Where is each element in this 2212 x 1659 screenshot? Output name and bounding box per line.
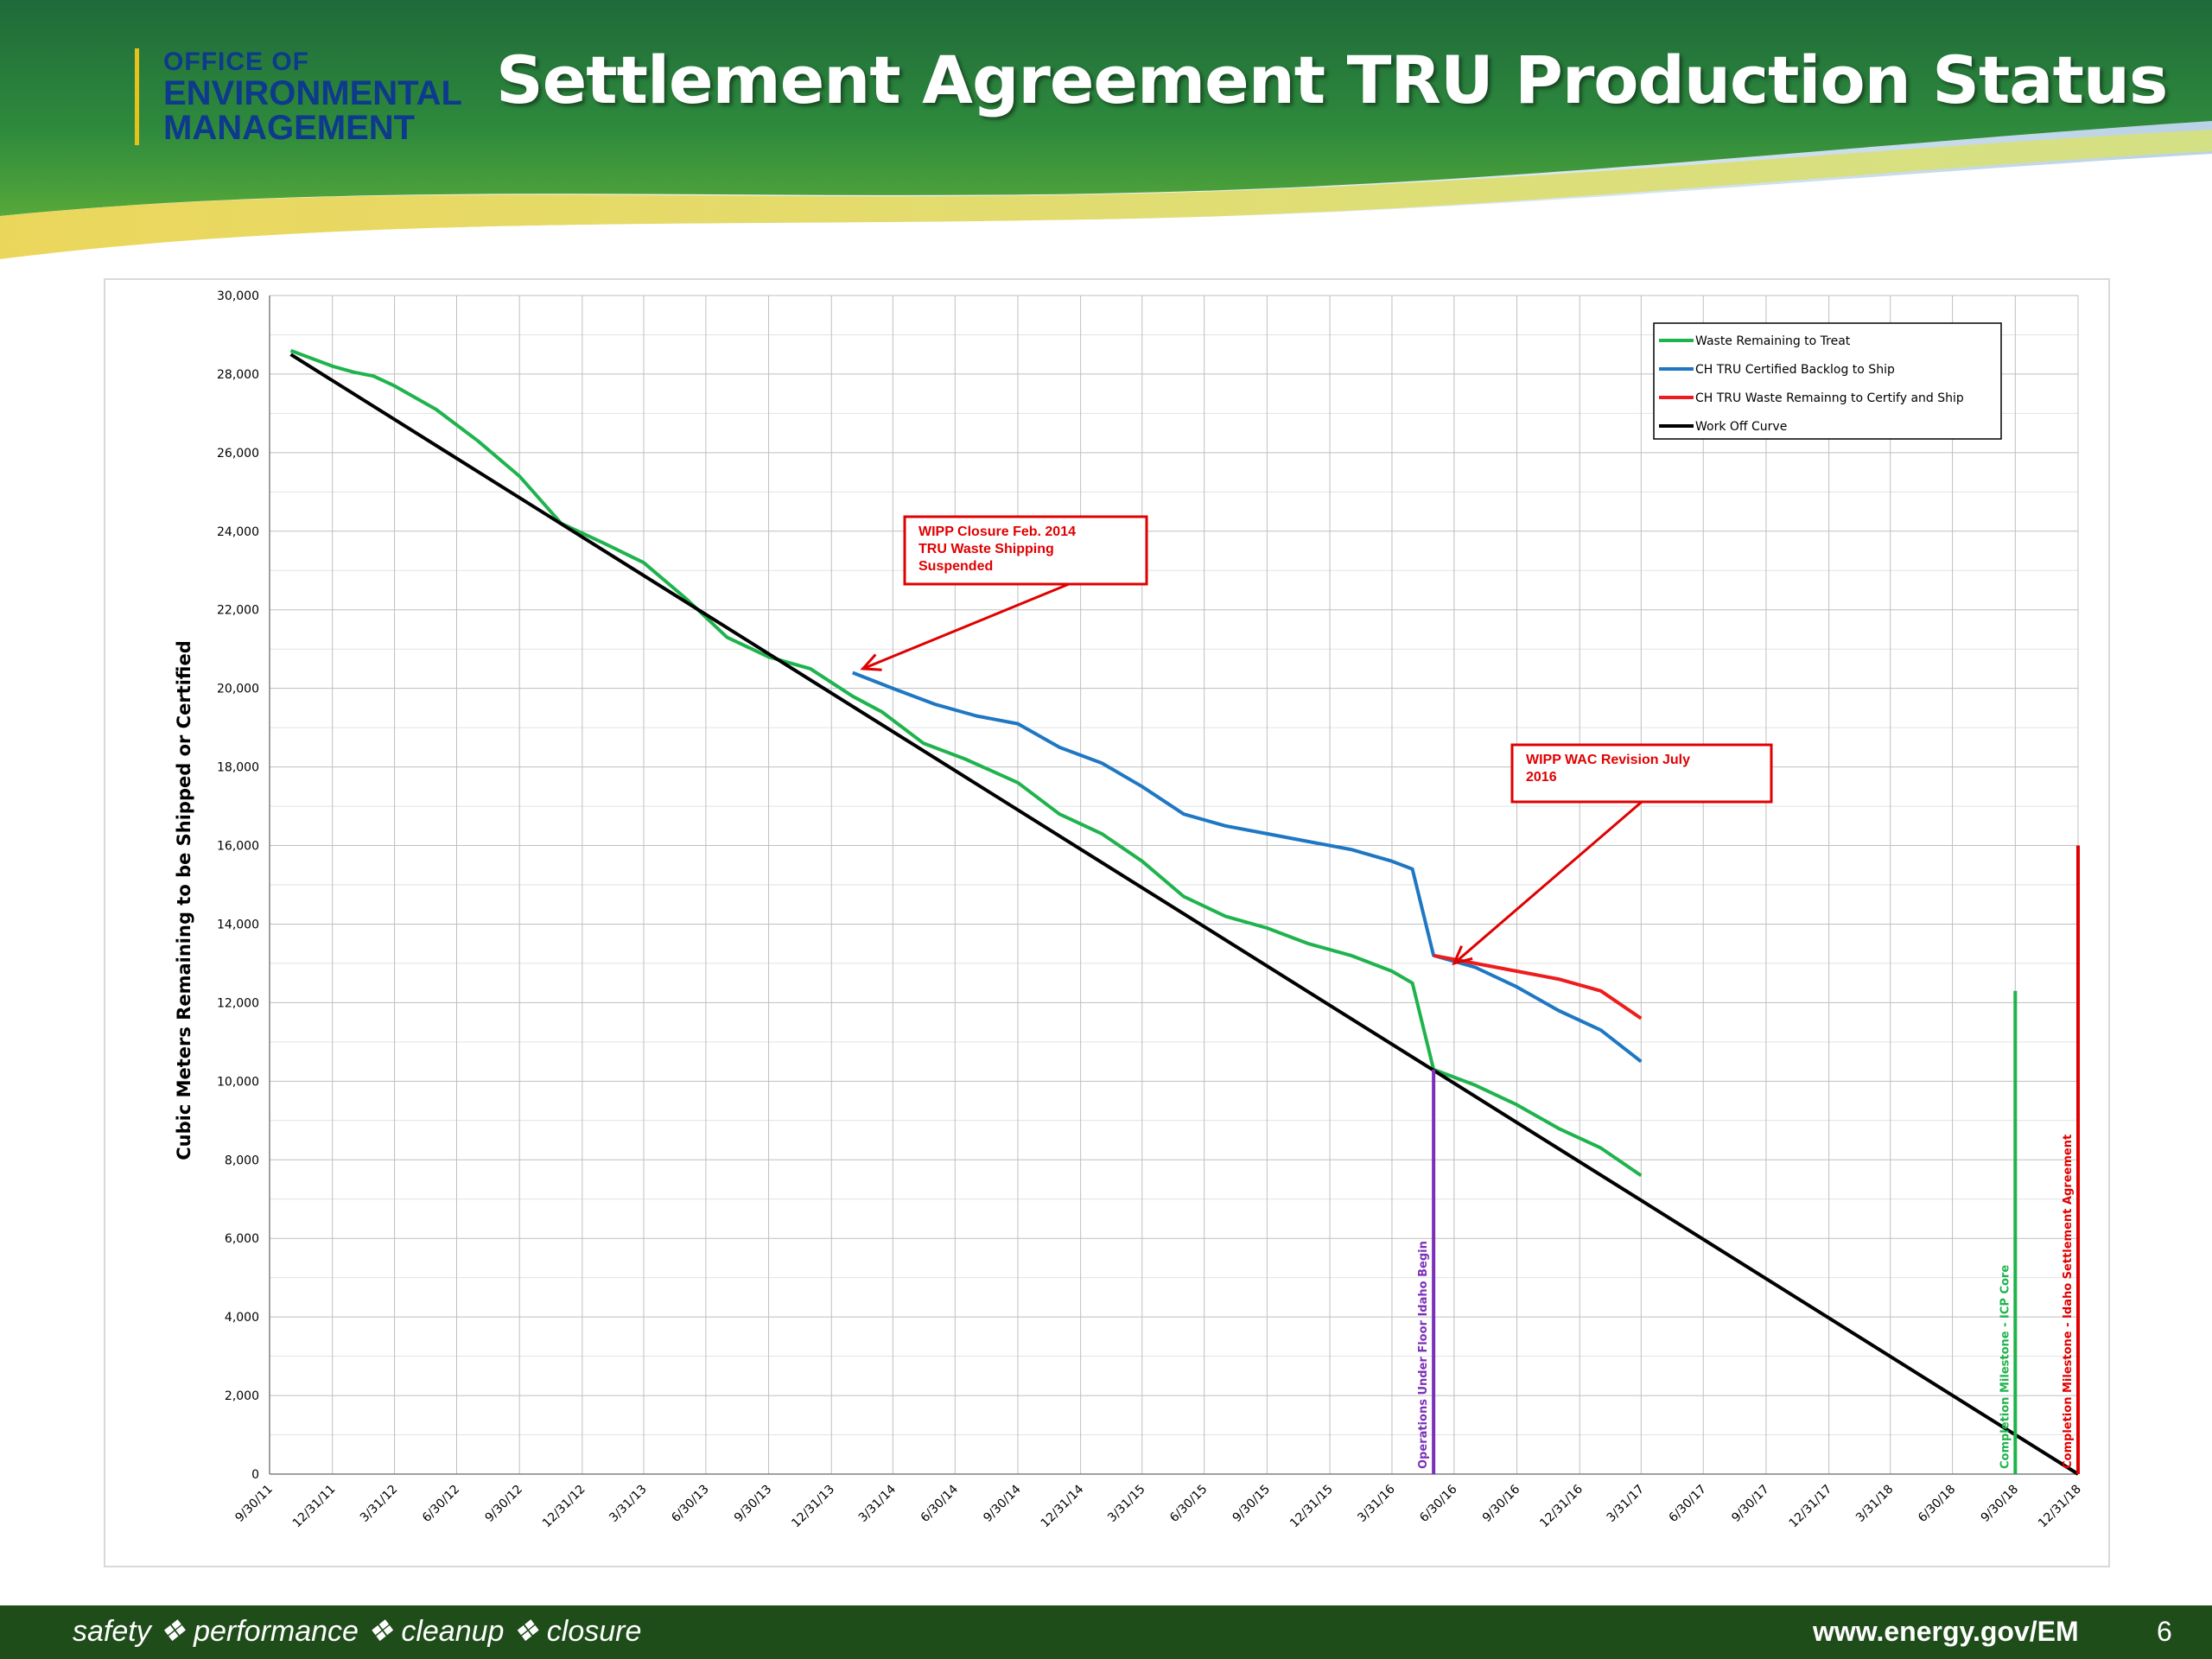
slide-footer: safety ❖ performance ❖ cleanup ❖ closure… [0, 1605, 2212, 1659]
y-tick-label: 0 [251, 1468, 259, 1482]
y-tick-label: 22,000 [217, 604, 259, 618]
x-tick-label: 12/31/11 [290, 1483, 339, 1531]
x-tick-label: 3/31/15 [1105, 1483, 1147, 1525]
page-title: Settlement Agreement TRU Production Stat… [496, 41, 2168, 118]
x-tick-label: 3/31/14 [856, 1482, 899, 1525]
x-tick-label: 12/31/16 [1537, 1482, 1586, 1530]
x-tick-label: 6/30/15 [1167, 1483, 1210, 1525]
production-status-chart: 0 2,000 4,000 6,000 8,000 10,000 12,000 14,000 1… [174, 289, 2084, 1566]
annotation-arrowhead [1452, 945, 1473, 966]
legend-label: Waste Remaining to Treat [1695, 334, 1851, 348]
x-tick-label: 12/31/18 [2036, 1483, 2084, 1531]
series-line-3 [1433, 953, 1643, 1020]
logo-line-management: MANAGEMENT [163, 109, 416, 147]
y-tick-label: 16,000 [217, 840, 259, 854]
marker-label-2: Completion Milestone - ICP Core [1999, 1265, 2012, 1469]
annotation-arrow-1 [862, 582, 1070, 671]
office-logo: OFFICE OF ENVIRONMENTAL MANAGEMENT [135, 48, 462, 145]
x-tick-label: 6/30/17 [1667, 1483, 1709, 1525]
y-tick-label: 12,000 [217, 996, 259, 1010]
x-tick-label: 6/30/13 [669, 1483, 711, 1525]
annotation-box-2 [1510, 743, 1773, 804]
x-tick-label: 6/30/16 [1417, 1482, 1460, 1525]
marker-label-1: Operations Under Floor Idaho Begin [1417, 1241, 1430, 1469]
x-tick-label: 12/31/13 [789, 1483, 837, 1531]
x-tick-label: 9/30/15 [1230, 1483, 1273, 1525]
y-axis-label: Cubic Meters Remaining to be Shipped or … [174, 640, 194, 1160]
y-tick-label: 6,000 [225, 1232, 259, 1246]
annotation-text: WIPP Closure Feb. 2014 [918, 524, 1076, 539]
x-tick-label: 9/30/12 [483, 1483, 525, 1525]
x-tick-label: 3/31/16 [1355, 1482, 1398, 1525]
x-tick-label: 12/31/15 [1287, 1483, 1336, 1531]
legend-label: Work Off Curve [1695, 420, 1787, 434]
series-line-4 [289, 353, 2080, 1476]
y-tick-label: 30,000 [217, 289, 259, 303]
page-number: 6 [2157, 1616, 2172, 1647]
vertical-markers: Operations Under Floor Idaho Begin Comple… [1417, 845, 2080, 1474]
marker-label-3: Completion Milestone - Idaho Settlement … [2062, 1135, 2075, 1469]
legend-label: CH TRU Waste Remainng to Certify and Shi… [1695, 391, 1964, 405]
x-tick-label: 6/30/12 [420, 1483, 462, 1525]
y-tick-label: 14,000 [217, 918, 259, 931]
legend-box [1653, 322, 2002, 440]
x-tick-label: 6/30/14 [918, 1482, 962, 1525]
annotation-box-1 [903, 515, 1148, 586]
x-axis-ticks: 9/30/11 12/31/11 3/31/12 6/30/12 9/30/12 12/3… [232, 1482, 2083, 1530]
series-line-1 [289, 348, 1643, 1178]
header-banner [0, 0, 2212, 276]
y-tick-label: 4,000 [225, 1311, 259, 1325]
x-tick-label: 9/30/14 [981, 1482, 1024, 1525]
x-tick-label: 3/31/13 [607, 1483, 649, 1525]
annotations: WIPP Closure Feb. 2014 TRU Waste Shipping… [860, 515, 1773, 966]
y-tick-label: 18,000 [217, 761, 259, 775]
y-tick-label: 28,000 [217, 368, 259, 382]
annotation-text: TRU Waste Shipping [918, 542, 1054, 556]
x-tick-label: 3/31/17 [1605, 1483, 1647, 1525]
x-tick-label: 12/31/14 [1039, 1482, 1087, 1530]
footer-tagline: safety ❖ performance ❖ cleanup ❖ closure [73, 1615, 642, 1648]
annotation-text: 2016 [1526, 770, 1557, 785]
annotation-text: Suspended [918, 559, 993, 574]
x-tick-label: 9/30/13 [732, 1483, 774, 1525]
y-tick-label: 20,000 [217, 683, 259, 696]
x-tick-label: 9/30/18 [1979, 1483, 2021, 1525]
x-tick-label: 12/31/17 [1787, 1483, 1835, 1531]
legend-label: CH TRU Certified Backlog to Ship [1695, 363, 1895, 377]
x-tick-label: 12/31/12 [540, 1483, 588, 1531]
x-tick-label: 3/31/12 [358, 1483, 400, 1525]
y-axis-ticks: 0 2,000 4,000 6,000 8,000 10,000 12,000 14,000 1… [217, 289, 259, 1482]
chart-frame: 0 2,000 4,000 6,000 8,000 10,000 12,000 14,000 1… [104, 278, 2110, 1567]
logo-line-office-of: OFFICE OF [163, 48, 309, 76]
y-tick-label: 24,000 [217, 525, 259, 539]
x-tick-label: 9/30/17 [1729, 1483, 1771, 1525]
annotation-arrow-2 [1452, 800, 1643, 965]
y-tick-label: 10,000 [217, 1075, 259, 1089]
annotation-arrowhead [860, 653, 882, 671]
series-line-2 [852, 671, 1643, 1064]
y-tick-label: 26,000 [217, 447, 259, 461]
logo-line-environmental: ENVIRONMENTAL [163, 74, 462, 112]
y-tick-label: 2,000 [225, 1389, 259, 1403]
data-series [289, 348, 2080, 1476]
x-tick-label: 9/30/16 [1480, 1482, 1523, 1525]
footer-url: www.energy.gov/EM [1813, 1616, 2079, 1647]
slide-header: OFFICE OF ENVIRONMENTAL MANAGEMENT Settl… [0, 0, 2212, 276]
x-tick-label: 3/31/18 [1853, 1483, 1896, 1525]
y-tick-label: 8,000 [225, 1154, 259, 1167]
chart-legend: Waste Remaining to Treat CH TRU Certified… [1653, 322, 2002, 440]
x-tick-label: 9/30/11 [232, 1483, 275, 1525]
annotation-text: WIPP WAC Revision July [1526, 753, 1690, 767]
gridlines [269, 295, 2079, 1475]
plot-area [270, 296, 2078, 1566]
x-tick-label: 6/30/18 [1916, 1483, 1958, 1525]
